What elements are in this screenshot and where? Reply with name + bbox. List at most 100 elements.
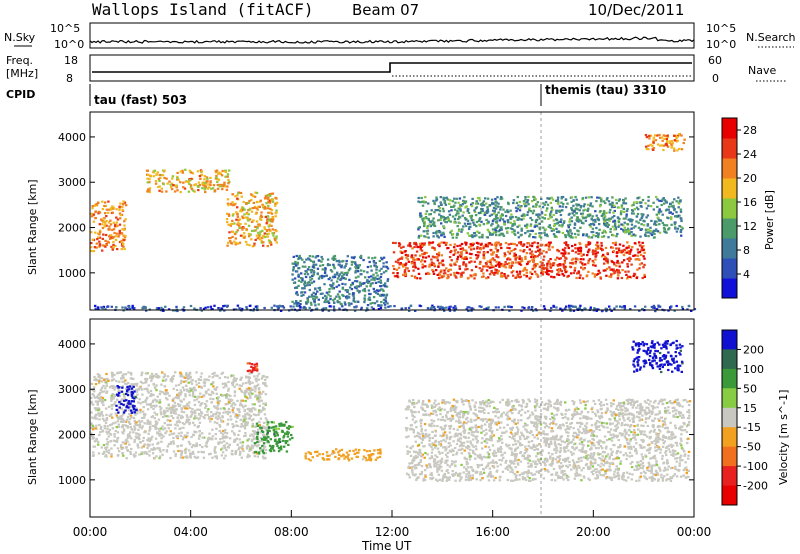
echo-cell: [582, 234, 585, 237]
echo-cell: [106, 377, 109, 380]
echo-cell: [245, 447, 249, 450]
echo-cell: [563, 241, 566, 244]
echo-cell: [540, 220, 544, 223]
echo-cell: [151, 443, 154, 446]
echo-cell: [312, 291, 315, 294]
echo-cell: [103, 398, 107, 402]
echo-cell: [554, 199, 558, 202]
echo-cell: [633, 242, 637, 245]
echo-cell: [98, 243, 102, 246]
echo-cell: [306, 284, 309, 287]
echo-cell: [378, 277, 381, 280]
echo-cell: [464, 249, 468, 252]
echo-cell: [584, 263, 587, 266]
echo-cell: [604, 222, 608, 226]
echo-cell: [400, 257, 403, 260]
echo-cell: [148, 450, 151, 453]
echo-cell: [114, 412, 117, 415]
echo-cell: [188, 375, 191, 378]
echo-cell: [264, 402, 268, 405]
echo-cell: [445, 306, 448, 309]
echo-cell: [643, 251, 646, 254]
echo-cell: [458, 267, 461, 270]
echo-cell: [262, 425, 265, 428]
echo-cell: [384, 299, 387, 302]
echo-cell: [104, 245, 107, 248]
echo-cell: [357, 270, 360, 273]
echo-cell: [532, 309, 535, 312]
echo-cell: [566, 244, 570, 247]
echo-cell: [487, 220, 490, 223]
echo-cell: [178, 421, 182, 424]
echo-cell: [124, 306, 127, 309]
echo-cell: [574, 305, 577, 308]
echo-cell: [192, 444, 195, 447]
echo-cell: [510, 213, 513, 216]
echo-cell: [437, 251, 441, 254]
echo-cell: [470, 203, 473, 206]
echo-cell: [327, 300, 330, 303]
echo-cell: [320, 260, 323, 263]
echo-cell: [250, 433, 253, 436]
echo-cell: [282, 306, 286, 309]
echo-cell: [690, 309, 693, 312]
echo-cell: [502, 234, 506, 237]
echo-cell: [90, 215, 94, 218]
echo-cell: [253, 430, 257, 433]
echo-cell: [541, 273, 545, 276]
echo-cell: [653, 229, 656, 232]
echo-cell: [240, 423, 243, 426]
echo-cell: [90, 426, 93, 430]
echo-cell: [626, 262, 629, 266]
echo-cell: [385, 261, 388, 264]
echo-cell: [483, 212, 486, 215]
echo-cell: [657, 305, 660, 308]
echo-cell: [320, 276, 324, 280]
echo-cell: [304, 265, 307, 268]
echo-cell: [227, 223, 230, 226]
echo-cell: [475, 234, 478, 237]
echo-cell: [187, 404, 190, 407]
echo-cell: [187, 181, 190, 184]
echo-cell: [325, 274, 328, 277]
echo-cell: [263, 205, 267, 208]
echo-cell: [122, 380, 125, 383]
echo-cell: [538, 228, 542, 231]
echo-cell: [157, 177, 161, 180]
echo-cell: [154, 182, 158, 185]
echo-cell: [616, 271, 620, 274]
echo-cell: [335, 285, 338, 288]
echo-cell: [255, 207, 259, 210]
echo-cell: [594, 250, 597, 253]
echo-cell: [406, 267, 409, 270]
echo-cell: [330, 279, 333, 282]
echo-cell: [169, 410, 173, 413]
colorbar-tick-label: 12: [743, 220, 757, 233]
echo-cell: [525, 274, 529, 278]
echo-cell: [232, 432, 236, 435]
echo-cell: [425, 251, 428, 254]
echo-cell: [476, 251, 480, 254]
echo-cell: [258, 233, 262, 236]
echo-cell: [98, 418, 101, 421]
echo-cell: [584, 196, 588, 199]
echo-cell: [354, 306, 358, 309]
echo-cell: [148, 188, 151, 192]
echo-cell: [654, 139, 658, 142]
echo-cell: [534, 219, 538, 222]
echo-cell: [106, 438, 109, 441]
echo-cell: [612, 220, 615, 223]
echo-cell: [439, 231, 442, 234]
echo-cell: [249, 414, 252, 418]
echo-cell: [455, 276, 458, 279]
echo-cell: [419, 254, 422, 257]
echo-cell: [549, 216, 552, 219]
echo-cell: [141, 382, 144, 385]
echo-cell: [235, 308, 238, 311]
echo-cell: [316, 267, 320, 270]
echo-cell: [306, 273, 310, 276]
echo-cell: [292, 255, 295, 258]
echo-cell: [336, 293, 340, 296]
colorbar-tick-label: 4: [743, 268, 750, 281]
echo-cell: [204, 406, 207, 409]
